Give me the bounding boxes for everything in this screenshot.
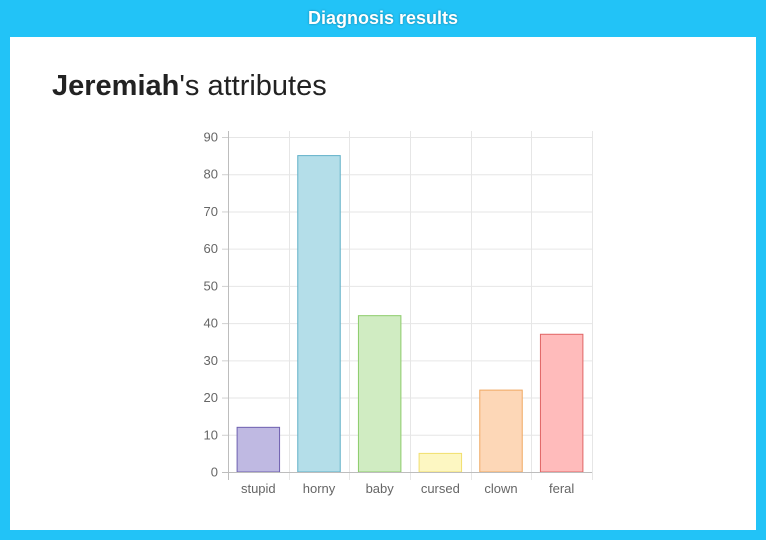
y-tick-label: 20 <box>204 390 218 405</box>
y-tick-label: 60 <box>204 241 218 256</box>
chart-labels: 0 10 20 30 40 50 60 70 80 90 stupid horny baby cursed… <box>204 130 575 497</box>
bar-baby <box>357 315 402 473</box>
y-tick-label: 40 <box>204 316 218 331</box>
bar-cursed <box>418 452 463 473</box>
y-tick-label: 80 <box>204 167 218 182</box>
page-title: Jeremiah's attributes <box>52 70 327 103</box>
y-tick-label: 10 <box>204 427 218 442</box>
header-title: Diagnosis results <box>0 0 766 37</box>
bar-horny <box>297 155 341 473</box>
y-tick-label: 90 <box>204 130 218 145</box>
chart-grid <box>222 131 593 480</box>
y-tick-label: 30 <box>204 353 218 368</box>
chart-axes <box>222 131 592 480</box>
x-tick-label: stupid <box>241 481 276 496</box>
y-tick-label: 0 <box>211 465 218 480</box>
x-tick-label: feral <box>549 481 574 496</box>
bar-stupid <box>236 426 281 473</box>
bar-feral <box>539 333 584 473</box>
x-tick-label: clown <box>484 481 517 496</box>
x-tick-label: baby <box>366 481 395 496</box>
x-tick-label: cursed <box>421 481 460 496</box>
y-tick-label: 70 <box>204 204 218 219</box>
chart-bars <box>236 155 584 473</box>
title-suffix: 's attributes <box>179 70 327 102</box>
x-tick-label: horny <box>303 481 336 496</box>
bar-clown <box>479 389 523 473</box>
y-tick-label: 50 <box>204 278 218 293</box>
subject-name: Jeremiah <box>52 70 180 102</box>
